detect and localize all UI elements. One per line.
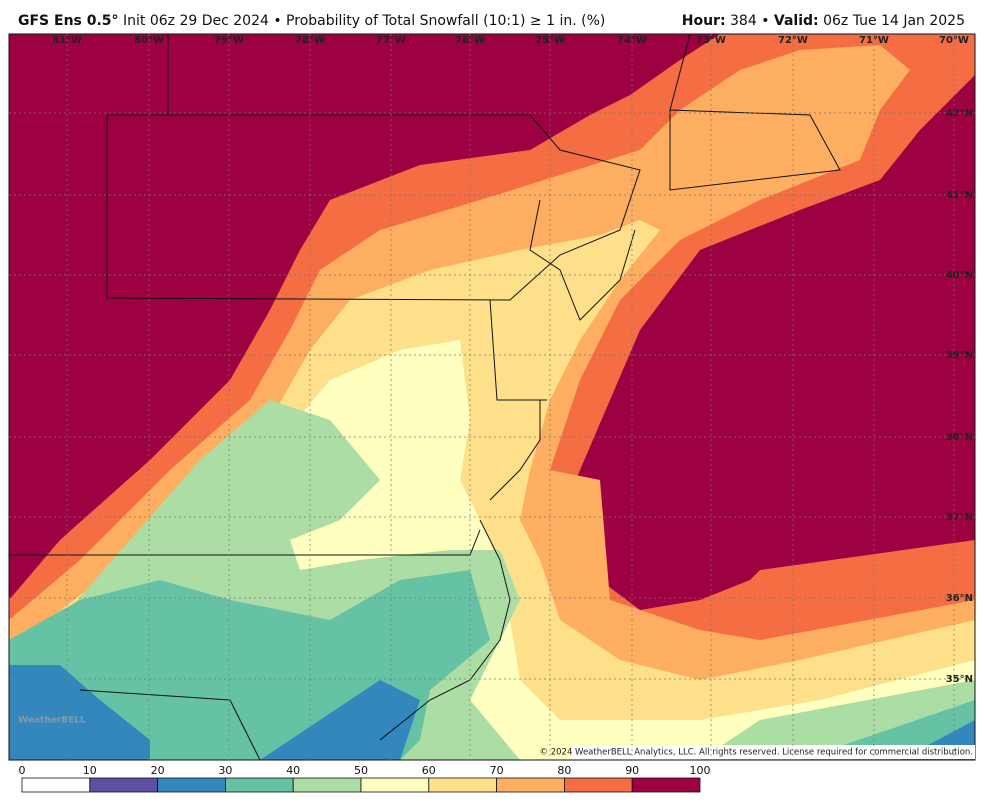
colorbar-tick-label: 60 [422,764,436,777]
longitude-label: 78°W [295,35,325,46]
longitude-label: 70°W [939,35,969,46]
colorbar-tick-label: 100 [690,764,711,777]
colorbar-tick-label: 10 [83,764,97,777]
latitude-label: 40°N [946,270,973,281]
title-text: Init 06z 29 Dec 2024 • Probability of To… [123,13,605,29]
latitude-label: 41°N [946,190,973,201]
colorbar-segment [157,777,226,793]
latitude-label: 42°N [946,108,973,119]
longitude-label: 72°W [778,35,808,46]
latitude-label: 39°N [946,350,973,361]
colorbar-segment [428,777,497,793]
colorbar-segment [224,777,294,793]
latitude-label: 35°N [946,674,973,685]
title-model: GFS Ens 0.5° [18,13,119,29]
valid-label: Valid: [774,13,819,29]
latitude-label: 36°N [946,593,973,604]
colorbar-tick-label: 90 [625,764,639,777]
colorbar-segment [89,777,159,793]
colorbar-tick-label: 0 [19,764,26,777]
hour-label: Hour: [682,13,726,29]
valid-info: Hour: 384 • Valid: 06z Tue 14 Jan 2025 [682,13,965,29]
title: GFS Ens 0.5° Init 06z 29 Dec 2024 • Prob… [18,13,605,29]
colorbar-segment [21,777,91,793]
colorbar-segment [564,777,633,793]
longitude-label: 71°W [859,35,889,46]
colorbar-segment [360,777,430,793]
longitude-label: 76°W [455,35,485,46]
map-frame [8,33,976,761]
copyright: © 2024 WeatherBELL Analytics, LLC. All r… [540,748,973,758]
colorbar-tick-label: 50 [354,764,368,777]
colorbar-tick-label: 30 [218,764,232,777]
logo: WeatherBELL [18,716,86,726]
longitude-label: 81°W [52,35,82,46]
longitude-label: 74°W [617,35,647,46]
colorbar-tick-label: 20 [151,764,165,777]
hour: 384 [730,13,757,29]
colorbar-segment [292,777,362,793]
colorbar-tick-label: 70 [490,764,504,777]
colorbar-segment [496,777,565,793]
colorbar-tick-label: 40 [286,764,300,777]
longitude-label: 80°W [134,35,164,46]
longitude-label: 73°W [696,35,726,46]
latitude-label: 38°N [946,432,973,443]
borders [9,34,841,760]
colorbar-tick-label: 80 [557,764,571,777]
separator: • [761,13,769,29]
region-20 [9,665,150,760]
map [9,34,975,760]
valid: 06z Tue 14 Jan 2025 [823,13,965,29]
latitude-label: 37°N [946,512,973,523]
longitude-label: 75°W [535,35,565,46]
longitude-label: 77°W [376,35,406,46]
colorbar-segment [631,777,701,793]
longitude-label: 79°W [214,35,244,46]
